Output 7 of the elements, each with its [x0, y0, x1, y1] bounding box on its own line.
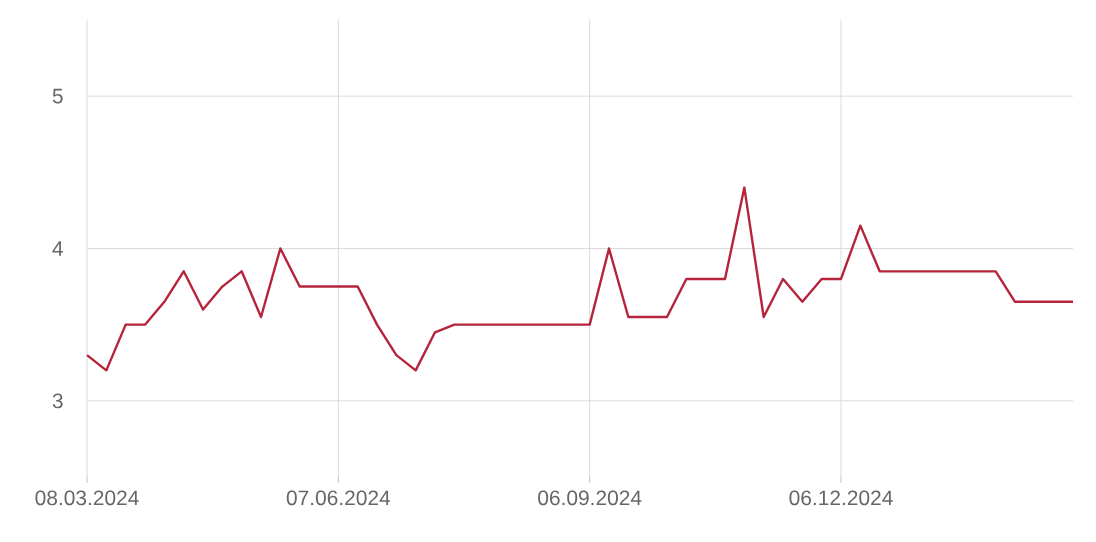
x-tick-label: 08.03.2024: [35, 490, 139, 506]
y-tick-label: 3: [52, 393, 63, 409]
x-tick-label: 06.09.2024: [538, 490, 642, 506]
y-tick-label: 5: [52, 88, 63, 104]
x-tick-label: 06.12.2024: [789, 490, 893, 506]
x-tick-label: 07.06.2024: [286, 490, 391, 506]
y-tick-label: 4: [52, 241, 63, 256]
